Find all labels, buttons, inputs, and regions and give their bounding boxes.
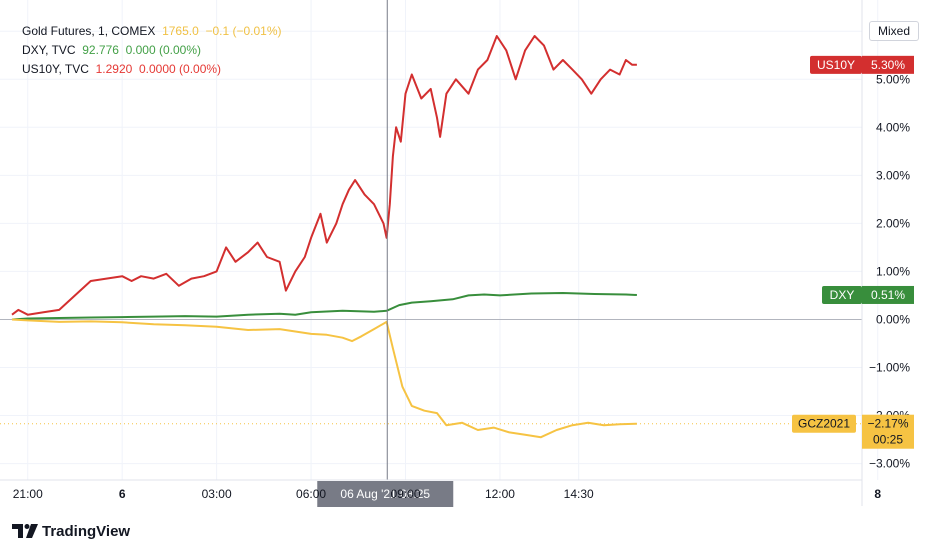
series-line-gcz2021: [11, 318, 637, 439]
legend-row-gold[interactable]: Gold Futures, 1, COMEX 1765.0 −0.1 (−0.0…: [22, 22, 282, 41]
series-line-us10y: [11, 35, 637, 316]
y-tick-label: −1.00%: [869, 361, 910, 375]
series-name-label: US10Y: [817, 58, 855, 72]
x-tick-label: 03:00: [202, 487, 232, 501]
legend-row-us10y[interactable]: US10Y, TVC 1.2920 0.0000 (0.00%): [22, 60, 282, 79]
crosshair: 06 Aug '21 08:25: [317, 0, 454, 507]
legend-change: 0.0000 (0.00%): [138, 62, 222, 76]
tradingview-logo[interactable]: TradingView: [12, 520, 130, 542]
price-labels: US10Y 5.30% DXY 0.51% GCZ2021 −2.17% 00:25: [792, 55, 914, 449]
x-axis: 21:00 6 03:00 06:00 09:00 12:00 14:30 8: [0, 479, 881, 501]
x-tick-label: 6: [119, 487, 126, 501]
x-tick-label: 8: [874, 487, 881, 501]
axis-value-box: [862, 414, 914, 449]
legend-row-dxy[interactable]: DXY, TVC 92.776 0.000 (0.00%): [22, 41, 282, 60]
scale-mode-button[interactable]: Mixed: [869, 21, 919, 41]
x-tick-label: 12:00: [485, 487, 515, 501]
series-name-label: DXY: [830, 288, 855, 302]
x-tick-label: 14:30: [564, 487, 594, 501]
axis-value-label: −2.17%: [867, 417, 908, 431]
axis-value-box: [862, 55, 914, 74]
x-tick-label: 09:00: [391, 487, 421, 501]
legend: Gold Futures, 1, COMEX 1765.0 −0.1 (−0.0…: [22, 22, 282, 79]
y-tick-label: 5.00%: [876, 72, 910, 86]
y-tick-label: −3.00%: [869, 457, 910, 471]
y-tick-label: 2.00%: [876, 216, 910, 230]
crosshair-time-box: [317, 481, 454, 507]
axis-value-label: 0.51%: [871, 288, 905, 302]
legend-change: 0.000 (0.00%): [125, 43, 202, 57]
series-name-tag: [792, 414, 856, 433]
x-tick-label: 06:00: [296, 487, 326, 501]
y-tick-label: 3.00%: [876, 168, 910, 182]
legend-symbol: US10Y, TVC: [22, 62, 89, 76]
series-lines: [0, 35, 862, 439]
series-name-label: GCZ2021: [798, 417, 850, 431]
legend-symbol: Gold Futures, 1, COMEX: [22, 24, 156, 38]
series-name-tag: [822, 285, 862, 304]
tradingview-wordmark: TradingView: [42, 522, 131, 540]
legend-price: 1765.0: [162, 24, 199, 38]
y-tick-label: 0.00%: [876, 312, 910, 326]
countdown-label: 00:25: [873, 433, 903, 447]
legend-symbol: DXY, TVC: [22, 43, 76, 57]
axis-value-label: 5.30%: [871, 58, 905, 72]
y-tick-label: 1.00%: [876, 264, 910, 278]
y-tick-label: 4.00%: [876, 120, 910, 134]
series-line-dxy: [11, 292, 637, 321]
series-name-tag: [810, 55, 862, 74]
axis-value-box: [862, 285, 914, 304]
crosshair-time-label: 06 Aug '21 08:25: [340, 487, 430, 501]
legend-price: 92.776: [82, 43, 119, 57]
x-tick-label: 21:00: [13, 487, 43, 501]
legend-price: 1.2920: [95, 62, 133, 76]
tradingview-logo-icon: [12, 524, 38, 538]
legend-change: −0.1 (−0.01%): [205, 24, 282, 38]
